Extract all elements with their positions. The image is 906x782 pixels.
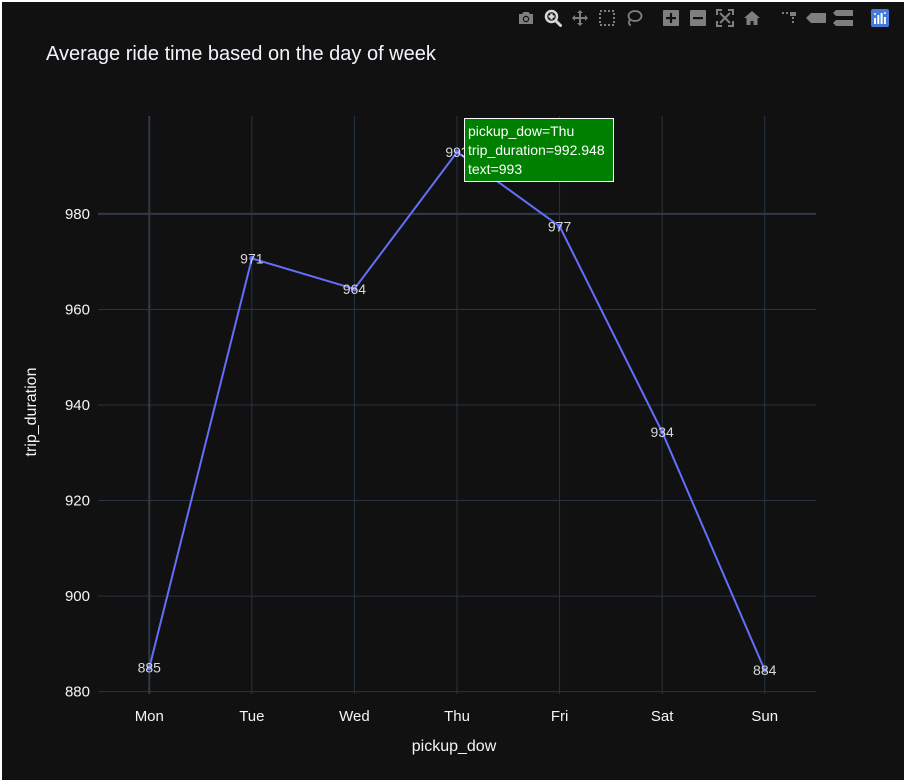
data-point bbox=[351, 286, 357, 292]
zoom-out-icon bbox=[690, 10, 706, 26]
modebar bbox=[516, 8, 897, 28]
y-tick-label: 880 bbox=[65, 684, 90, 701]
tooltip-line-y: trip_duration=992.948 bbox=[468, 142, 605, 158]
x-tick-label: Sun bbox=[751, 708, 778, 725]
toggle-spike-lines-button[interactable] bbox=[779, 8, 799, 28]
camera-icon bbox=[519, 12, 533, 24]
label-layer: 885 971 964 993 977 934 884 bbox=[138, 144, 777, 678]
y-tick-label: 920 bbox=[65, 493, 90, 510]
data-point bbox=[659, 429, 665, 435]
zoom-in-button[interactable] bbox=[661, 8, 681, 28]
pan-icon bbox=[572, 10, 588, 26]
x-tick-label: Wed bbox=[339, 708, 370, 725]
x-tick-labels: Mon Tue Wed Thu Fri Sat Sun bbox=[135, 708, 778, 725]
data-label: 885 bbox=[138, 660, 162, 676]
chart-title: Average ride time based on the day of we… bbox=[46, 43, 437, 65]
tooltip-line-text: text=993 bbox=[468, 161, 523, 177]
box-select-button[interactable] bbox=[597, 8, 617, 28]
data-label: 971 bbox=[240, 250, 264, 266]
y-tick-label: 940 bbox=[65, 397, 90, 414]
x-tick-label: Sat bbox=[651, 708, 674, 725]
data-point bbox=[557, 223, 563, 229]
y-tick-label: 960 bbox=[65, 301, 90, 318]
data-point bbox=[454, 149, 460, 155]
compare-data-button[interactable] bbox=[833, 8, 853, 28]
tooltip-line-x: pickup_dow=Thu bbox=[468, 123, 575, 139]
x-tick-label: Fri bbox=[551, 708, 569, 725]
download-plot-button[interactable] bbox=[516, 8, 536, 28]
hover-tooltip: pickup_dow=Thu trip_duration=992.948 tex… bbox=[464, 118, 614, 182]
zoom-button[interactable] bbox=[543, 8, 563, 28]
y-tick-labels: 880 900 920 940 960 980 bbox=[65, 206, 90, 701]
data-point bbox=[249, 255, 255, 261]
y-tick-label: 980 bbox=[65, 206, 90, 223]
y-axis-title: trip_duration bbox=[23, 368, 40, 457]
box-select-icon bbox=[599, 10, 615, 26]
grid-layer bbox=[98, 116, 816, 694]
x-tick-label: Mon bbox=[135, 708, 164, 725]
spike-layer bbox=[98, 116, 816, 694]
lasso-icon bbox=[627, 10, 643, 26]
series-layer bbox=[146, 149, 768, 673]
data-label: 993 bbox=[445, 144, 469, 160]
hover-compare-icon bbox=[833, 10, 853, 26]
x-tick-label: Thu bbox=[444, 708, 470, 725]
y-tick-label: 900 bbox=[65, 588, 90, 605]
data-label: 884 bbox=[753, 662, 777, 678]
spike-lines-icon bbox=[782, 12, 796, 23]
lasso-select-button[interactable] bbox=[624, 8, 644, 28]
hover-closest-icon bbox=[806, 13, 826, 23]
zoom-icon bbox=[544, 9, 562, 27]
autoscale-icon bbox=[716, 9, 734, 27]
zoom-out-button[interactable] bbox=[688, 8, 708, 28]
data-point bbox=[146, 665, 152, 671]
x-axis-title: pickup_dow bbox=[412, 738, 497, 755]
reset-axes-button[interactable] bbox=[742, 8, 762, 28]
data-label: 934 bbox=[650, 424, 674, 440]
home-icon bbox=[744, 11, 760, 25]
plotly-logo-button[interactable] bbox=[870, 8, 890, 28]
pan-button[interactable] bbox=[570, 8, 590, 28]
plotly-logo-icon bbox=[871, 9, 889, 27]
zoom-in-icon bbox=[663, 10, 679, 26]
data-label: 977 bbox=[548, 218, 572, 234]
data-point bbox=[762, 667, 768, 673]
autoscale-button[interactable] bbox=[715, 8, 735, 28]
data-label: 964 bbox=[343, 281, 367, 297]
show-closest-data-button[interactable] bbox=[806, 8, 826, 28]
x-tick-label: Tue bbox=[239, 708, 264, 725]
